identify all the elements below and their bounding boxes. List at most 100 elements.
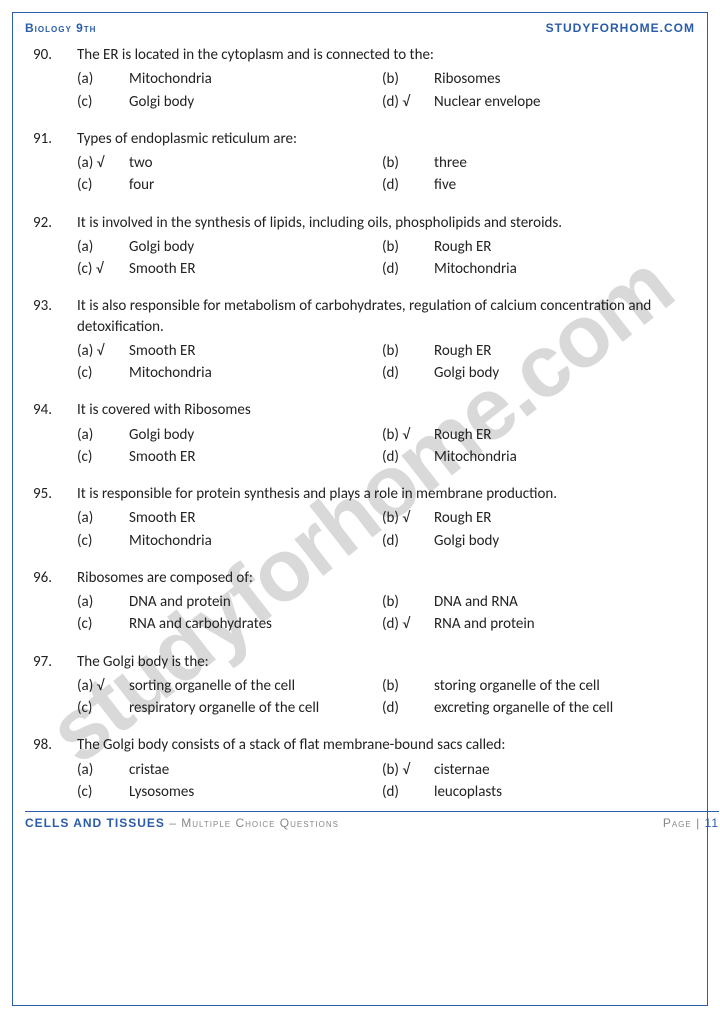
question-number: 97.: [33, 652, 77, 672]
options-block: (a)cristae(b) √cisternae(c)Lysosomes(d)l…: [77, 760, 687, 803]
question-number: 90.: [33, 45, 77, 65]
option-text: Smooth ER: [129, 447, 382, 467]
option-label: (b) √: [382, 425, 434, 445]
option-text: Rough ER: [434, 341, 687, 361]
question: 91.Types of endoplasmic reticulum are:(a…: [33, 129, 687, 196]
option-label: (a): [77, 69, 129, 89]
question-number: 94.: [33, 400, 77, 420]
options-block: (a) √Smooth ER(b)Rough ER(c)Mitochondria…: [77, 341, 687, 384]
option: (c)Mitochondria: [77, 531, 382, 551]
question-row: 97.The Golgi body is the:: [33, 652, 687, 672]
option-label: (a): [77, 425, 129, 445]
option-label: (d): [382, 363, 434, 383]
option-label: (b): [382, 69, 434, 89]
option: (b)DNA and RNA: [382, 592, 687, 612]
question-row: 92.It is involved in the synthesis of li…: [33, 213, 687, 233]
question-row: 95.It is responsible for protein synthes…: [33, 484, 687, 504]
option-text: Smooth ER: [129, 259, 382, 279]
question-text: Ribosomes are composed of:: [77, 568, 687, 588]
option-text: Golgi body: [129, 237, 382, 257]
option: (a)cristae: [77, 760, 382, 780]
option-label: (c): [77, 698, 129, 718]
option-row: (a) √two(b)three: [77, 153, 687, 173]
question-number: 93.: [33, 296, 77, 316]
option-text: Golgi body: [129, 92, 382, 112]
footer-page-number: 11: [705, 816, 719, 830]
options-block: (a)Smooth ER(b) √Rough ER (c)Mitochondria…: [77, 508, 687, 551]
option: (b) √cisternae: [382, 760, 687, 780]
option-label: (c): [77, 363, 129, 383]
option-label: (d): [382, 447, 434, 467]
option: (c)Golgi body: [77, 92, 382, 112]
option-label: (d): [382, 531, 434, 551]
question: 92.It is involved in the synthesis of li…: [33, 213, 687, 280]
option-text: Rough ER: [434, 237, 687, 257]
option: (b)storing organelle of the cell: [382, 676, 687, 696]
footer-left: CELLS AND TISSUES – Multiple Choice Ques…: [25, 816, 339, 830]
option-row: (c)Mitochondria(d)Golgi body: [77, 531, 687, 551]
question: 96.Ribosomes are composed of:(a)DNA and …: [33, 568, 687, 635]
question-row: 94.It is covered with Ribosomes: [33, 400, 687, 420]
option-label: (b): [382, 676, 434, 696]
option-text: Mitochondria: [434, 259, 687, 279]
option: (d)Golgi body: [382, 363, 687, 383]
option: (a) √Smooth ER: [77, 341, 382, 361]
question-text: It is covered with Ribosomes: [77, 400, 687, 420]
options-block: (a) √two(b)three(c)four(d)five: [77, 153, 687, 196]
option-text: Smooth ER: [129, 341, 382, 361]
option-row: (c)Lysosomes(d)leucoplasts: [77, 782, 687, 802]
option: (d)Mitochondria: [382, 259, 687, 279]
question-text: The Golgi body consists of a stack of fl…: [77, 735, 687, 755]
question-row: 93.It is also responsible for metabolism…: [33, 296, 687, 337]
option-text: storing organelle of the cell: [434, 676, 687, 696]
question: 98.The Golgi body consists of a stack of…: [33, 735, 687, 802]
option: (d)Mitochondria: [382, 447, 687, 467]
option-label: (b) √: [382, 760, 434, 780]
option: (a)Golgi body: [77, 425, 382, 445]
option-text: four: [129, 175, 382, 195]
option: (c) √Smooth ER: [77, 259, 382, 279]
option-text: Golgi body: [434, 531, 687, 551]
option-text: respiratory organelle of the cell: [129, 698, 382, 718]
option: (c)four: [77, 175, 382, 195]
option-row: (a) √Smooth ER(b)Rough ER: [77, 341, 687, 361]
option: (a)Mitochondria: [77, 69, 382, 89]
option-label: (d) √: [382, 614, 434, 634]
option-text: Rough ER: [434, 425, 687, 445]
option-row: (a)Smooth ER(b) √Rough ER: [77, 508, 687, 528]
question: 94.It is covered with Ribosomes (a)Golgi …: [33, 400, 687, 467]
option-label: (a) √: [77, 341, 129, 361]
option-label: (b): [382, 592, 434, 612]
option-row: (a)Golgi body(b) √Rough ER: [77, 425, 687, 445]
footer-page-prefix: Page |: [663, 816, 705, 830]
option-text: DNA and RNA: [434, 592, 687, 612]
option-label: (d): [382, 259, 434, 279]
option-text: RNA and protein: [434, 614, 687, 634]
option-row: (c)respiratory organelle of the cell(d)e…: [77, 698, 687, 718]
option-text: cisternae: [434, 760, 687, 780]
options-block: (a)DNA and protein(b)DNA and RNA(c) RNA a…: [77, 592, 687, 635]
question-text: It is responsible for protein synthesis …: [77, 484, 687, 504]
header-right: STUDYFORHOME.COM: [546, 21, 695, 35]
question-number: 91.: [33, 129, 77, 149]
question: 97.The Golgi body is the: (a) √sorting or…: [33, 652, 687, 719]
question-number: 92.: [33, 213, 77, 233]
footer-right: Page | 11: [663, 816, 719, 830]
option: (b) √Rough ER: [382, 508, 687, 528]
option: (b)three: [382, 153, 687, 173]
option: (a) √sorting organelle of the cell: [77, 676, 382, 696]
option: (c)Smooth ER: [77, 447, 382, 467]
option-label: (a): [77, 237, 129, 257]
option-text: Mitochondria: [434, 447, 687, 467]
option-text: three: [434, 153, 687, 173]
question-row: 96.Ribosomes are composed of:: [33, 568, 687, 588]
option-row: (a) √sorting organelle of the cell(b)sto…: [77, 676, 687, 696]
option-row: (a)DNA and protein(b)DNA and RNA: [77, 592, 687, 612]
option-label: (c): [77, 614, 129, 634]
option-label: (a): [77, 592, 129, 612]
option-label: (b): [382, 237, 434, 257]
option-text: Mitochondria: [129, 69, 382, 89]
footer-subtitle: – Multiple Choice Questions: [165, 816, 339, 830]
option: (d) √RNA and protein: [382, 614, 687, 634]
option-text: two: [129, 153, 382, 173]
